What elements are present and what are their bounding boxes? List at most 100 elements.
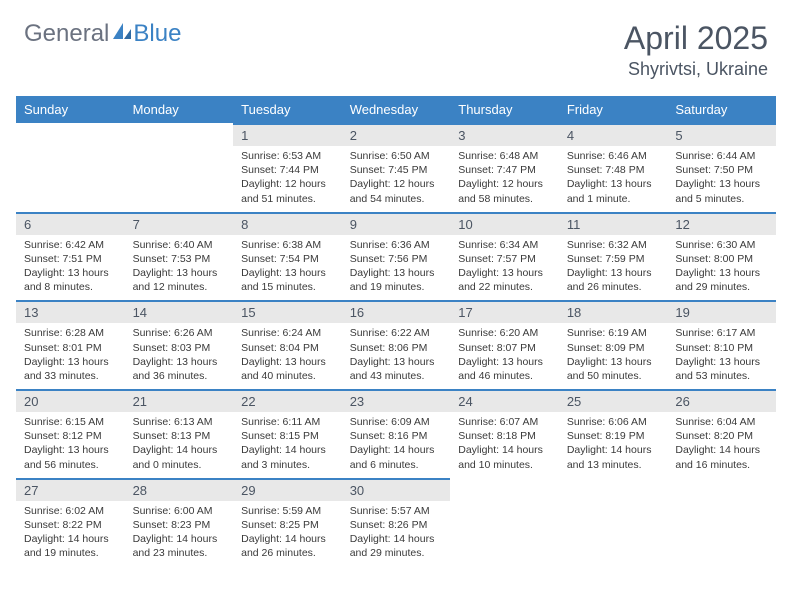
location: Shyrivtsi, Ukraine (624, 59, 768, 80)
day-body: Sunrise: 5:59 AMSunset: 8:25 PMDaylight:… (233, 501, 342, 567)
day-number: 22 (233, 389, 342, 412)
calendar-row: 13Sunrise: 6:28 AMSunset: 8:01 PMDayligh… (16, 300, 776, 389)
day-body: Sunrise: 6:28 AMSunset: 8:01 PMDaylight:… (16, 323, 125, 389)
calendar-cell: 28Sunrise: 6:00 AMSunset: 8:23 PMDayligh… (125, 478, 234, 567)
calendar-row: 27Sunrise: 6:02 AMSunset: 8:22 PMDayligh… (16, 478, 776, 567)
day-body: Sunrise: 6:32 AMSunset: 7:59 PMDaylight:… (559, 235, 668, 301)
calendar-cell: 11Sunrise: 6:32 AMSunset: 7:59 PMDayligh… (559, 212, 668, 301)
day-body: Sunrise: 6:53 AMSunset: 7:44 PMDaylight:… (233, 146, 342, 212)
day-body: Sunrise: 6:24 AMSunset: 8:04 PMDaylight:… (233, 323, 342, 389)
day-body: Sunrise: 6:00 AMSunset: 8:23 PMDaylight:… (125, 501, 234, 567)
calendar-body: 1Sunrise: 6:53 AMSunset: 7:44 PMDaylight… (16, 123, 776, 566)
day-number: 1 (233, 123, 342, 146)
day-number: 3 (450, 123, 559, 146)
calendar-cell (667, 478, 776, 567)
day-body: Sunrise: 6:04 AMSunset: 8:20 PMDaylight:… (667, 412, 776, 478)
day-number: 8 (233, 212, 342, 235)
day-body: Sunrise: 6:26 AMSunset: 8:03 PMDaylight:… (125, 323, 234, 389)
day-number: 2 (342, 123, 451, 146)
calendar-row: 6Sunrise: 6:42 AMSunset: 7:51 PMDaylight… (16, 212, 776, 301)
calendar-cell: 3Sunrise: 6:48 AMSunset: 7:47 PMDaylight… (450, 123, 559, 212)
day-body: Sunrise: 6:07 AMSunset: 8:18 PMDaylight:… (450, 412, 559, 478)
calendar-cell: 29Sunrise: 5:59 AMSunset: 8:25 PMDayligh… (233, 478, 342, 567)
day-body: Sunrise: 6:17 AMSunset: 8:10 PMDaylight:… (667, 323, 776, 389)
day-number: 28 (125, 478, 234, 501)
calendar-cell: 6Sunrise: 6:42 AMSunset: 7:51 PMDaylight… (16, 212, 125, 301)
logo-text-general: General (24, 20, 109, 48)
day-number: 4 (559, 123, 668, 146)
day-number: 16 (342, 300, 451, 323)
day-number: 21 (125, 389, 234, 412)
weekday-header: Wednesday (342, 96, 451, 123)
weekday-header: Saturday (667, 96, 776, 123)
calendar-cell: 23Sunrise: 6:09 AMSunset: 8:16 PMDayligh… (342, 389, 451, 478)
calendar-cell: 4Sunrise: 6:46 AMSunset: 7:48 PMDaylight… (559, 123, 668, 212)
weekday-header: Thursday (450, 96, 559, 123)
day-number: 7 (125, 212, 234, 235)
day-body: Sunrise: 6:40 AMSunset: 7:53 PMDaylight:… (125, 235, 234, 301)
day-body: Sunrise: 6:50 AMSunset: 7:45 PMDaylight:… (342, 146, 451, 212)
calendar-cell: 25Sunrise: 6:06 AMSunset: 8:19 PMDayligh… (559, 389, 668, 478)
day-body: Sunrise: 6:20 AMSunset: 8:07 PMDaylight:… (450, 323, 559, 389)
day-number: 15 (233, 300, 342, 323)
calendar-cell (16, 123, 125, 212)
day-body: Sunrise: 6:44 AMSunset: 7:50 PMDaylight:… (667, 146, 776, 212)
calendar-cell: 27Sunrise: 6:02 AMSunset: 8:22 PMDayligh… (16, 478, 125, 567)
day-number: 27 (16, 478, 125, 501)
day-number: 14 (125, 300, 234, 323)
day-number: 30 (342, 478, 451, 501)
calendar-row: 1Sunrise: 6:53 AMSunset: 7:44 PMDaylight… (16, 123, 776, 212)
day-body: Sunrise: 6:06 AMSunset: 8:19 PMDaylight:… (559, 412, 668, 478)
weekday-row: SundayMondayTuesdayWednesdayThursdayFrid… (16, 96, 776, 123)
calendar-cell: 17Sunrise: 6:20 AMSunset: 8:07 PMDayligh… (450, 300, 559, 389)
logo-text-blue: Blue (133, 20, 181, 48)
day-body: Sunrise: 6:38 AMSunset: 7:54 PMDaylight:… (233, 235, 342, 301)
logo: General Blue (24, 20, 181, 48)
day-body: Sunrise: 6:46 AMSunset: 7:48 PMDaylight:… (559, 146, 668, 212)
calendar-cell: 26Sunrise: 6:04 AMSunset: 8:20 PMDayligh… (667, 389, 776, 478)
day-number: 13 (16, 300, 125, 323)
weekday-header: Friday (559, 96, 668, 123)
logo-sail-icon (109, 20, 133, 48)
calendar: SundayMondayTuesdayWednesdayThursdayFrid… (16, 96, 776, 566)
month-title: April 2025 (624, 20, 768, 57)
day-body: Sunrise: 6:02 AMSunset: 8:22 PMDaylight:… (16, 501, 125, 567)
day-body: Sunrise: 6:19 AMSunset: 8:09 PMDaylight:… (559, 323, 668, 389)
calendar-cell: 2Sunrise: 6:50 AMSunset: 7:45 PMDaylight… (342, 123, 451, 212)
day-number: 23 (342, 389, 451, 412)
calendar-cell: 24Sunrise: 6:07 AMSunset: 8:18 PMDayligh… (450, 389, 559, 478)
day-number: 20 (16, 389, 125, 412)
calendar-cell: 1Sunrise: 6:53 AMSunset: 7:44 PMDaylight… (233, 123, 342, 212)
calendar-cell: 13Sunrise: 6:28 AMSunset: 8:01 PMDayligh… (16, 300, 125, 389)
day-body: Sunrise: 6:36 AMSunset: 7:56 PMDaylight:… (342, 235, 451, 301)
day-number: 11 (559, 212, 668, 235)
day-number: 6 (16, 212, 125, 235)
day-number: 19 (667, 300, 776, 323)
day-number: 9 (342, 212, 451, 235)
header: General Blue April 2025 Shyrivtsi, Ukrai… (0, 0, 792, 88)
day-number: 17 (450, 300, 559, 323)
day-number: 5 (667, 123, 776, 146)
calendar-cell: 21Sunrise: 6:13 AMSunset: 8:13 PMDayligh… (125, 389, 234, 478)
day-body: Sunrise: 6:22 AMSunset: 8:06 PMDaylight:… (342, 323, 451, 389)
calendar-cell: 7Sunrise: 6:40 AMSunset: 7:53 PMDaylight… (125, 212, 234, 301)
day-body: Sunrise: 6:42 AMSunset: 7:51 PMDaylight:… (16, 235, 125, 301)
calendar-cell: 9Sunrise: 6:36 AMSunset: 7:56 PMDaylight… (342, 212, 451, 301)
calendar-cell: 15Sunrise: 6:24 AMSunset: 8:04 PMDayligh… (233, 300, 342, 389)
day-body: Sunrise: 6:13 AMSunset: 8:13 PMDaylight:… (125, 412, 234, 478)
day-body: Sunrise: 5:57 AMSunset: 8:26 PMDaylight:… (342, 501, 451, 567)
calendar-cell: 18Sunrise: 6:19 AMSunset: 8:09 PMDayligh… (559, 300, 668, 389)
calendar-cell: 14Sunrise: 6:26 AMSunset: 8:03 PMDayligh… (125, 300, 234, 389)
day-number: 29 (233, 478, 342, 501)
title-block: April 2025 Shyrivtsi, Ukraine (624, 20, 768, 80)
day-number: 25 (559, 389, 668, 412)
day-number: 26 (667, 389, 776, 412)
calendar-cell (559, 478, 668, 567)
day-number: 10 (450, 212, 559, 235)
weekday-header: Sunday (16, 96, 125, 123)
calendar-cell: 20Sunrise: 6:15 AMSunset: 8:12 PMDayligh… (16, 389, 125, 478)
day-number: 18 (559, 300, 668, 323)
day-body: Sunrise: 6:34 AMSunset: 7:57 PMDaylight:… (450, 235, 559, 301)
day-body: Sunrise: 6:09 AMSunset: 8:16 PMDaylight:… (342, 412, 451, 478)
calendar-cell: 30Sunrise: 5:57 AMSunset: 8:26 PMDayligh… (342, 478, 451, 567)
